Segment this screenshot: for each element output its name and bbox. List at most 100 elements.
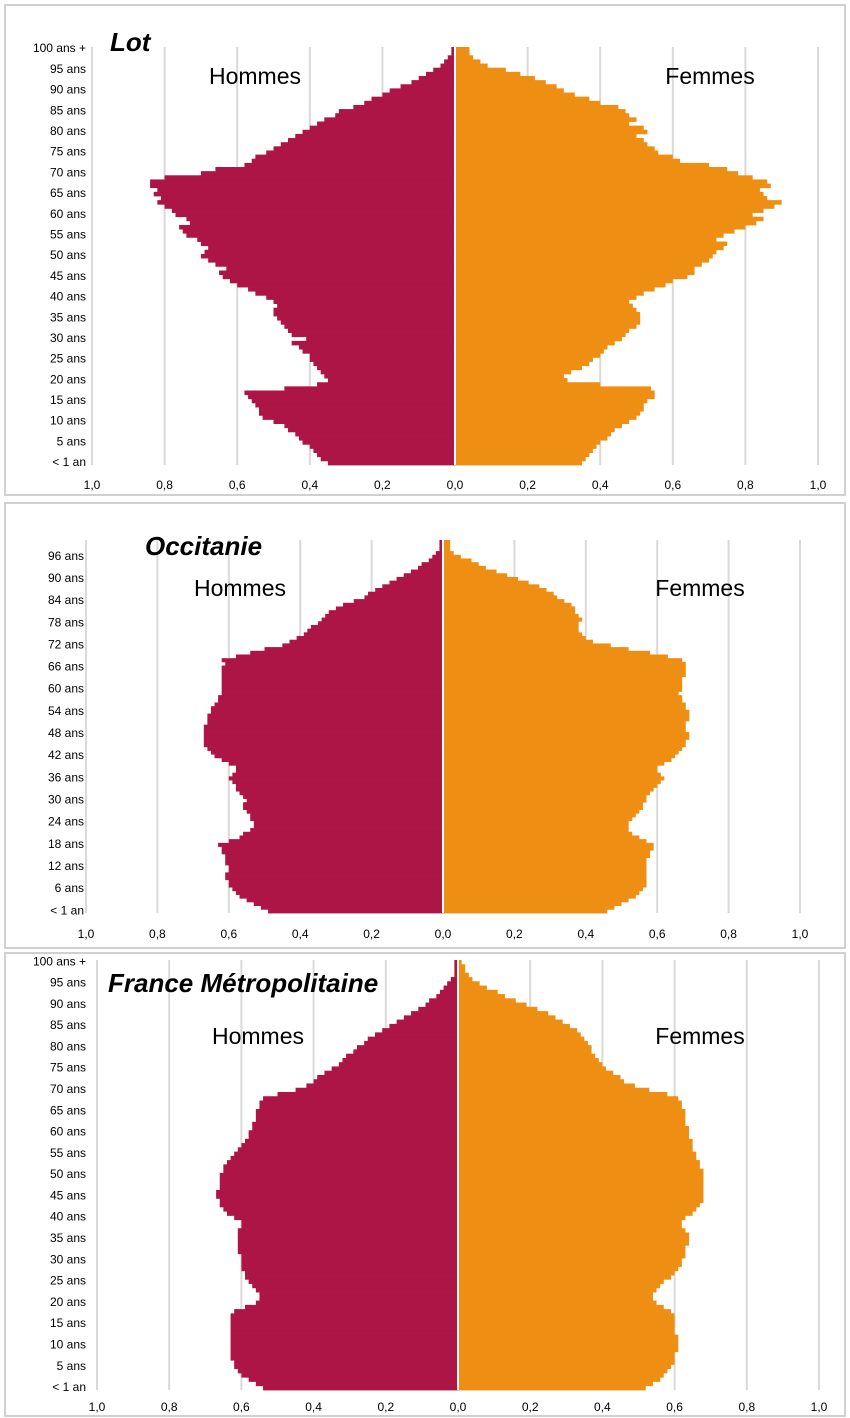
bar — [455, 311, 641, 317]
age-label: 24 ans — [48, 815, 84, 829]
bar — [291, 332, 455, 338]
bar — [253, 820, 443, 825]
x-tick-label: 0,8 — [737, 478, 754, 492]
bar — [455, 117, 637, 122]
bar — [455, 183, 771, 189]
bar — [455, 320, 641, 325]
bar — [458, 989, 498, 995]
bar — [244, 390, 455, 396]
bar — [288, 138, 455, 143]
bar — [435, 551, 443, 556]
bar — [245, 1304, 458, 1310]
bar — [443, 650, 651, 655]
bar — [443, 562, 479, 567]
bar — [455, 287, 655, 292]
bar — [455, 96, 590, 102]
bar — [443, 717, 690, 722]
x-tick-label: 0,0 — [435, 927, 452, 941]
bar — [223, 1168, 458, 1174]
bar — [443, 676, 683, 681]
bar — [458, 1309, 671, 1314]
bar — [443, 909, 608, 914]
bar — [458, 1079, 625, 1084]
age-label: 30 ans — [48, 793, 84, 807]
bar — [455, 158, 681, 164]
bar — [455, 349, 604, 354]
bar — [455, 55, 474, 60]
bar — [458, 1296, 653, 1301]
bar — [382, 1028, 458, 1033]
age-label: 50 ans — [50, 1167, 86, 1181]
bar — [396, 576, 443, 582]
bar — [458, 1236, 690, 1242]
bar — [208, 258, 455, 263]
bar — [458, 1006, 538, 1012]
bar — [458, 1070, 614, 1076]
bar — [263, 1385, 458, 1391]
bar — [273, 311, 455, 317]
bar — [443, 724, 686, 729]
age-label: < 1 an — [52, 1380, 86, 1394]
bar — [443, 687, 683, 692]
age-label: 5 ans — [57, 434, 86, 448]
bar — [458, 1143, 693, 1148]
bar — [252, 1283, 458, 1289]
bar — [458, 1053, 596, 1059]
bar — [458, 1270, 675, 1276]
age-label: 66 ans — [48, 660, 84, 674]
bar — [443, 695, 683, 700]
bar — [443, 876, 647, 881]
bar — [458, 1087, 650, 1093]
bar — [455, 344, 608, 350]
bar — [455, 146, 655, 151]
bar — [455, 200, 782, 205]
age-label: 12 ans — [48, 859, 84, 873]
bar — [443, 824, 629, 829]
bar — [241, 1266, 458, 1272]
bar — [255, 1109, 458, 1114]
bar — [221, 687, 443, 692]
bar — [228, 864, 443, 870]
bar — [458, 1151, 697, 1157]
bar — [443, 783, 658, 788]
bar — [443, 558, 472, 563]
bar — [458, 1100, 682, 1106]
bar — [237, 1228, 458, 1233]
bar — [364, 595, 443, 600]
bar — [443, 698, 683, 703]
bar — [255, 1117, 458, 1123]
bar — [221, 684, 443, 689]
bar — [259, 1104, 458, 1110]
bar — [273, 419, 455, 425]
age-label: 35 ans — [50, 310, 86, 324]
age-label: 50 ans — [50, 248, 86, 262]
bar — [203, 735, 443, 740]
bar — [338, 109, 455, 114]
bar — [210, 709, 443, 714]
bar — [443, 757, 672, 762]
bar — [458, 1245, 686, 1250]
bar — [455, 398, 648, 404]
bar — [447, 55, 455, 60]
bar — [458, 1228, 686, 1233]
bar — [443, 613, 579, 618]
age-label: < 1 an — [50, 903, 84, 917]
bar — [458, 1202, 700, 1208]
bar — [235, 890, 443, 895]
bar — [277, 303, 455, 309]
bar — [255, 1287, 458, 1293]
age-label: 45 ans — [50, 269, 86, 283]
bar — [280, 320, 455, 325]
bar — [317, 121, 455, 127]
bar — [458, 1326, 675, 1331]
bar — [458, 1147, 693, 1152]
bar — [443, 735, 690, 740]
x-tick-label: 0,2 — [506, 927, 523, 941]
bar — [310, 624, 443, 630]
bar — [221, 676, 443, 681]
bar — [219, 270, 455, 276]
age-label: 25 ans — [50, 1274, 86, 1288]
bar — [235, 768, 443, 774]
bar — [234, 1215, 458, 1221]
bar — [230, 1343, 458, 1348]
